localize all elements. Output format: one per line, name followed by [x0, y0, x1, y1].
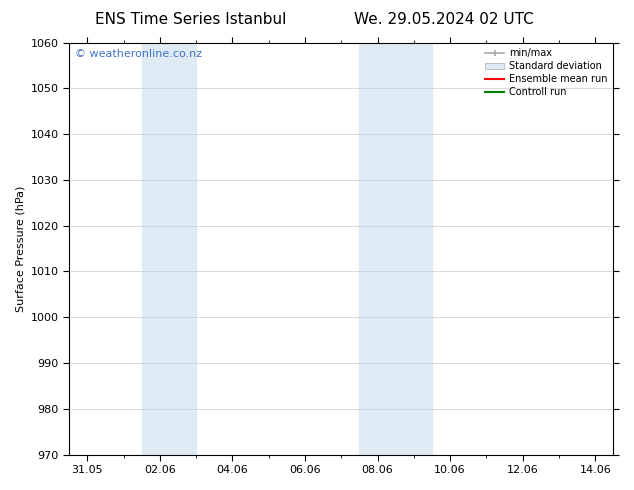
Text: ENS Time Series Istanbul: ENS Time Series Istanbul [94, 12, 286, 27]
Y-axis label: Surface Pressure (hPa): Surface Pressure (hPa) [15, 185, 25, 312]
Bar [359, 43, 432, 455]
Text: We. 29.05.2024 02 UTC: We. 29.05.2024 02 UTC [354, 12, 534, 27]
Legend: min/max, Standard deviation, Ensemble mean run, Controll run: min/max, Standard deviation, Ensemble me… [481, 45, 612, 101]
Text: © weatheronline.co.nz: © weatheronline.co.nz [75, 49, 202, 59]
Bar [141, 43, 196, 455]
